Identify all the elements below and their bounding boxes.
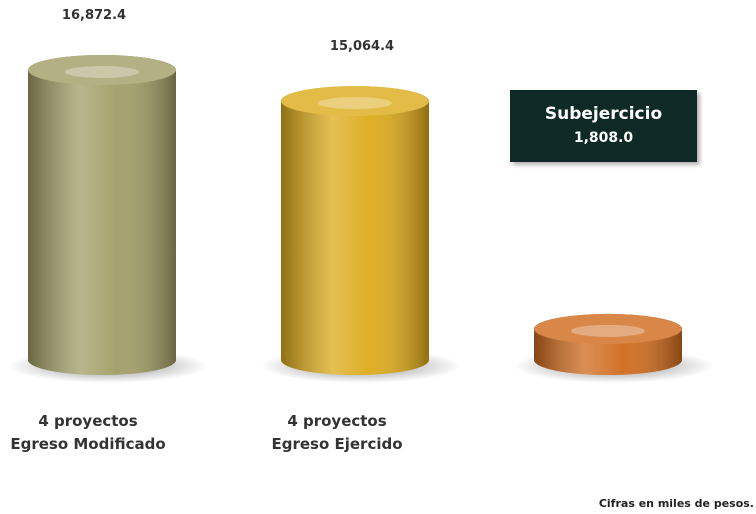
value-label: 15,064.4 [329,39,395,55]
cylinder-top [28,55,176,85]
cylinder-top [534,313,682,344]
note: Cifras en miles de pesos. [598,497,754,510]
value-label: 1,808.0 [573,130,634,146]
x-tick-label: 4 proyectos Egreso Ejercido [271,412,403,453]
cylinder-shade [28,55,176,375]
cylinder-top-shine [281,86,429,117]
cylinder-top [281,86,429,117]
cylinder-top-highlight [318,97,392,110]
cylinder-top-shine [534,313,682,344]
annotation: Subejercicio [544,104,663,124]
cylinder-shade [281,86,429,375]
value-label: 16,872.4 [61,8,127,23]
annotation-box: Subejercicio 1,808.0 [510,90,697,162]
cylinder-top-shine [28,55,176,85]
cylinder-top-highlight [571,324,645,337]
cylinder-top-highlight [65,66,139,78]
x-tick-label: 4 proyectos Egreso Modificado [10,412,166,453]
